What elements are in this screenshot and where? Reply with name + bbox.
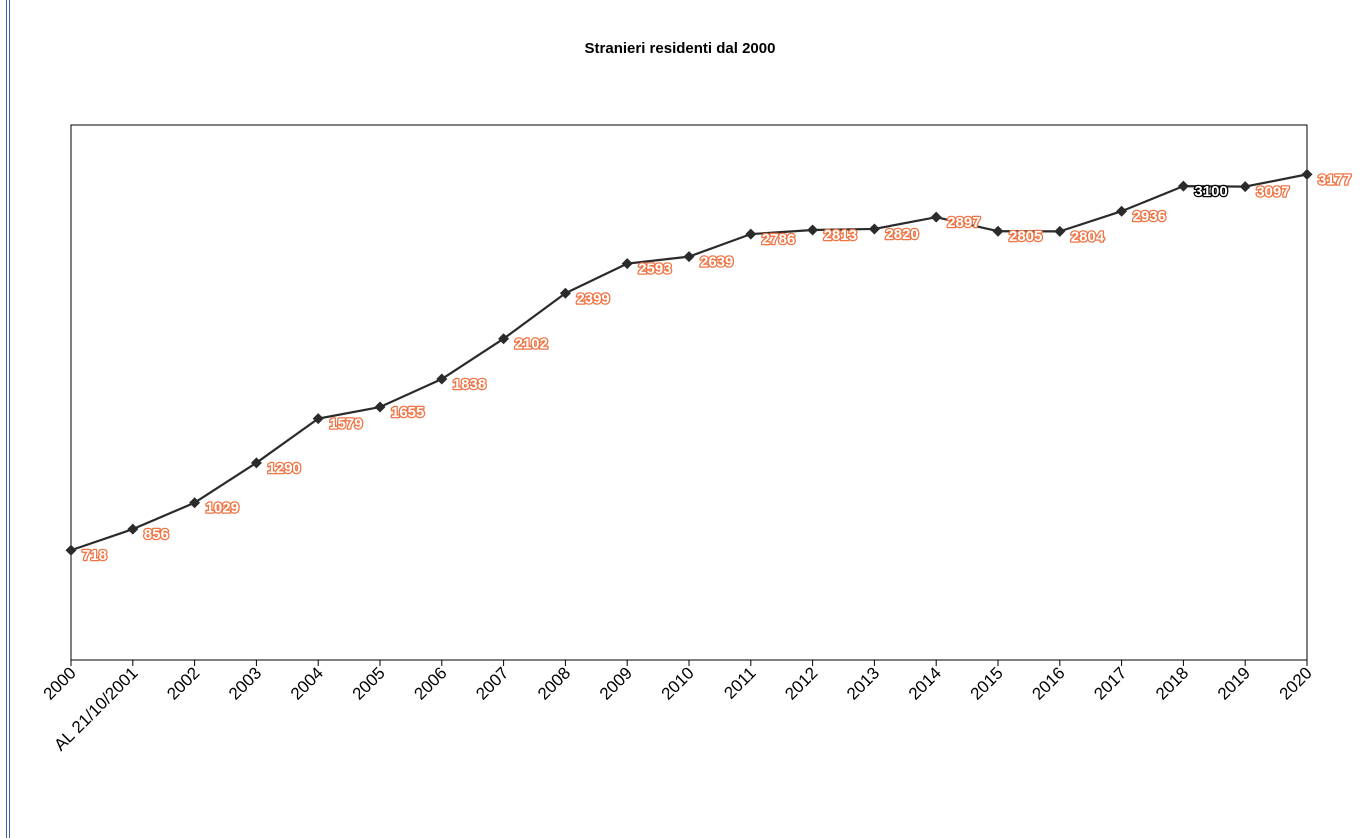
data-label: 2936 [1133, 208, 1166, 225]
data-label: 2786 [762, 231, 795, 248]
data-point-marker [374, 401, 386, 413]
data-point-marker [992, 225, 1004, 237]
data-label: 3100 [1194, 183, 1227, 200]
x-tick-label: 2013 [843, 663, 883, 703]
x-tick-label: 2012 [781, 663, 821, 703]
x-tick-label: 2000 [40, 663, 80, 703]
data-label: 1290 [267, 460, 300, 477]
x-tick-label: 2003 [225, 663, 265, 703]
data-point-marker [745, 228, 757, 240]
x-tick-label: 2020 [1276, 663, 1316, 703]
data-label: 2593 [638, 261, 671, 278]
x-tick-label: 2019 [1214, 663, 1254, 703]
data-label: 2897 [947, 214, 980, 231]
data-point-marker [868, 223, 880, 235]
data-point-marker [250, 457, 262, 469]
x-tick-label: 2005 [349, 663, 389, 703]
data-label: 2639 [700, 254, 733, 271]
data-label: 3177 [1318, 171, 1351, 188]
data-label: 856 [144, 526, 169, 543]
data-point-marker [1177, 180, 1189, 192]
data-point-marker [436, 373, 448, 385]
data-point-marker [65, 544, 77, 556]
data-label: 1655 [391, 404, 424, 421]
x-tick-label: 2018 [1152, 663, 1192, 703]
data-label: 1579 [329, 416, 362, 433]
data-point-marker [559, 287, 571, 299]
data-point-marker [127, 523, 139, 535]
data-point-marker [930, 211, 942, 223]
left-frame-line [6, 0, 7, 838]
data-label: 3097 [1256, 184, 1289, 201]
data-point-marker [498, 333, 510, 345]
x-axis-ticks [70, 660, 1308, 666]
data-label: 2813 [824, 227, 857, 244]
x-tick-label: 2006 [410, 663, 450, 703]
data-point-marker [1301, 168, 1313, 180]
x-tick-label: 2017 [1090, 663, 1130, 703]
data-point-marker [312, 413, 324, 425]
x-tick-label: 2009 [596, 663, 636, 703]
x-tick-label: 2010 [658, 663, 698, 703]
data-label: 718 [82, 547, 107, 564]
left-frame-line-inner [9, 0, 10, 838]
data-point-marker [1116, 205, 1128, 217]
data-label: 1838 [453, 376, 486, 393]
data-label: 2102 [515, 336, 548, 353]
data-point-marker [189, 497, 201, 509]
series-line [70, 173, 1308, 552]
chart-title: Stranieri residenti dal 2000 [585, 40, 776, 57]
data-labels: 718 856 1029 1290 1579 1655 1838 2102 2399 2593 26… [81, 170, 1353, 565]
x-tick-label: 2015 [967, 663, 1007, 703]
data-label: 1029 [206, 500, 239, 517]
plot-area [70, 124, 1308, 661]
data-point-marker [683, 251, 695, 263]
data-point-marker [621, 258, 633, 270]
x-tick-label: 2004 [287, 663, 327, 703]
x-tick-label: 2016 [1028, 663, 1068, 703]
data-point-marker [807, 224, 819, 236]
x-tick-label: 2011 [720, 663, 759, 702]
data-label: 2399 [576, 290, 609, 307]
data-label: 2820 [885, 226, 918, 243]
data-point-marker [1239, 181, 1251, 193]
x-tick-label: 2008 [534, 663, 574, 703]
x-tick-label: 2002 [163, 663, 203, 703]
data-label: 2805 [1009, 228, 1042, 245]
x-tick-label: 2007 [472, 663, 512, 703]
data-label: 2804 [1071, 228, 1105, 245]
x-tick-label: 2014 [905, 663, 945, 703]
series-markers [65, 168, 1313, 556]
data-point-marker [1054, 225, 1066, 237]
